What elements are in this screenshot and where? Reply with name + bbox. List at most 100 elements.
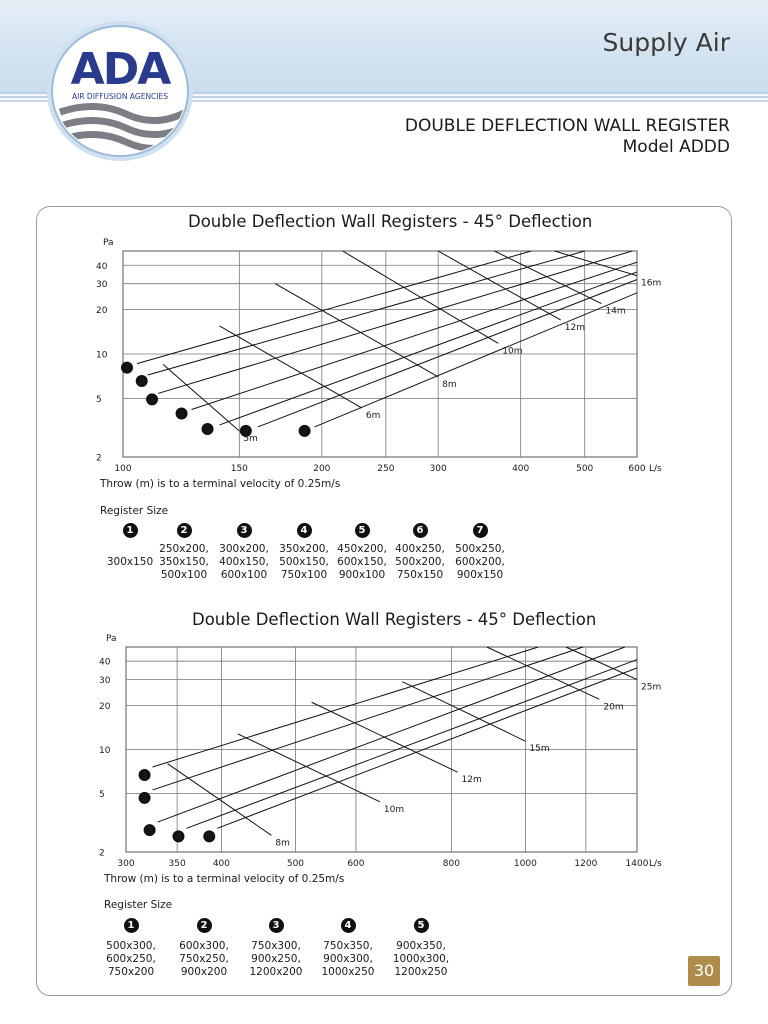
throw-line-20m bbox=[486, 646, 600, 700]
register-badge-7: 7 bbox=[472, 523, 488, 538]
series-marker-label: 7 bbox=[301, 427, 307, 437]
chart-2-title: Double Deflection Wall Registers - 45° D… bbox=[192, 610, 597, 629]
series-marker-label: 5 bbox=[204, 425, 210, 435]
throw-line-12m bbox=[437, 250, 562, 321]
logo-letters: ADA bbox=[71, 44, 172, 95]
series-line-6 bbox=[257, 279, 638, 428]
register-sizes-5: 450x200, 600x150, 900x100 bbox=[337, 543, 387, 581]
page-number: 30 bbox=[688, 956, 720, 986]
series-line-1 bbox=[136, 250, 532, 365]
series-marker-1 bbox=[138, 768, 151, 781]
throw-line-5m bbox=[162, 364, 240, 432]
series-marker-label: 1 bbox=[141, 771, 147, 781]
x-tick-label: 150 bbox=[231, 464, 248, 474]
throw-label: 15m bbox=[529, 744, 549, 754]
throw-label: 10m bbox=[502, 346, 522, 356]
series-line-1 bbox=[152, 646, 539, 768]
x-tick-label: 1400 bbox=[626, 859, 649, 869]
throw-line-10m bbox=[342, 250, 499, 344]
throw-label: 16m bbox=[641, 279, 661, 289]
series-marker-label: 5 bbox=[206, 832, 212, 842]
y-tick-label: 40 bbox=[96, 262, 108, 272]
throw-label: 5m bbox=[243, 434, 258, 444]
series-marker-7 bbox=[298, 424, 311, 437]
register-sizes-1: 500x300, 600x250, 750x200 bbox=[106, 940, 156, 978]
throw-label: 20m bbox=[603, 702, 623, 712]
series-line-4 bbox=[186, 659, 638, 829]
series-marker-2 bbox=[135, 375, 148, 388]
y-axis-label: Pa bbox=[103, 238, 114, 248]
throw-line-12m bbox=[311, 701, 458, 773]
product-heading: DOUBLE DEFLECTION WALL REGISTER Model AD… bbox=[405, 116, 730, 158]
x-tick-label: 600 bbox=[628, 464, 645, 474]
series-marker-3 bbox=[146, 393, 159, 406]
series-marker-4 bbox=[172, 830, 185, 843]
throw-line-8m bbox=[274, 283, 439, 378]
x-tick-label: 100 bbox=[114, 464, 131, 474]
x-tick-label: 500 bbox=[287, 859, 304, 869]
throw-line-16m bbox=[554, 250, 638, 277]
chart-2-note: Throw (m) is to a terminal velocity of 0… bbox=[104, 873, 345, 885]
register-sizes-2: 600x300, 750x250, 900x200 bbox=[179, 940, 229, 978]
throw-label: 12m bbox=[565, 323, 585, 333]
register-sizes-3: 750x300, 900x250, 1200x200 bbox=[249, 940, 303, 978]
series-line-3 bbox=[157, 250, 633, 394]
throw-label: 12m bbox=[462, 775, 482, 785]
x-unit-label: L/s bbox=[649, 859, 662, 869]
x-tick-label: 300 bbox=[117, 859, 134, 869]
register-sizes-5: 900x350, 1000x300, 1200x250 bbox=[392, 940, 450, 978]
chart-1-plot: 100 150 200 250 300 400 500 600 L/s 2 5 10 20 30 40 Pa 1… bbox=[96, 238, 662, 474]
series-marker-5 bbox=[203, 830, 216, 843]
series-marker-label: 2 bbox=[139, 377, 145, 387]
throw-line-25m bbox=[565, 646, 638, 680]
chart-1-title: Double Deflection Wall Registers - 45° D… bbox=[188, 212, 593, 231]
content-frame bbox=[36, 206, 732, 996]
section-title: Supply Air bbox=[602, 28, 730, 57]
throw-label: 8m bbox=[442, 380, 457, 390]
register-size-label-2: Register Size bbox=[104, 899, 173, 911]
y-tick-label: 2 bbox=[96, 454, 102, 464]
x-tick-label: 1000 bbox=[514, 859, 537, 869]
x-tick-label: 500 bbox=[576, 464, 593, 474]
series-marker-5 bbox=[201, 422, 214, 435]
series-line-2 bbox=[147, 250, 585, 376]
series-marker-label: 3 bbox=[149, 395, 155, 405]
register-sizes-6: 400x250, 500x200, 750x150 bbox=[395, 543, 445, 581]
ada-logo: ADA AIR DIFFUSION AGENCIES bbox=[46, 20, 194, 162]
y-tick-label: 20 bbox=[99, 702, 111, 712]
x-tick-label: 350 bbox=[169, 859, 186, 869]
logo-tagline: AIR DIFFUSION AGENCIES bbox=[72, 92, 168, 101]
series-line-2 bbox=[152, 646, 584, 791]
series-marker-label: 4 bbox=[175, 832, 181, 842]
series-line-5 bbox=[217, 667, 638, 829]
series-marker-label: 4 bbox=[178, 410, 184, 420]
series-marker-3 bbox=[143, 824, 156, 837]
x-tick-label: 300 bbox=[430, 464, 447, 474]
register-badge-3: 3 bbox=[268, 918, 284, 933]
y-tick-label: 5 bbox=[99, 790, 105, 800]
y-tick-label: 20 bbox=[96, 306, 108, 316]
series-marker-label: 2 bbox=[141, 794, 147, 804]
chart-1-note: Throw (m) is to a terminal velocity of 0… bbox=[100, 478, 341, 490]
throw-label: 8m bbox=[275, 838, 290, 848]
register-badge-4: 4 bbox=[296, 523, 312, 538]
throw-line-15m bbox=[402, 681, 526, 742]
throw-label: 25m bbox=[641, 683, 661, 693]
product-model: Model ADDD bbox=[622, 137, 730, 157]
y-tick-label: 5 bbox=[96, 395, 102, 405]
y-tick-label: 30 bbox=[99, 676, 111, 686]
series-line-5 bbox=[219, 271, 638, 426]
series-line-4 bbox=[191, 261, 638, 410]
series-line-7 bbox=[314, 292, 638, 428]
throw-label: 6m bbox=[366, 411, 381, 421]
throw-line-10m bbox=[237, 733, 381, 803]
chart-2-plot: 300 350 400 500 600 800 1000 1200 1400 L/s 2 5 10 20 3… bbox=[99, 634, 662, 869]
series-marker-2 bbox=[138, 791, 151, 804]
y-axis-label: Pa bbox=[106, 634, 117, 644]
register-sizes-2: 250x200, 350x150, 500x100 bbox=[159, 543, 209, 581]
register-sizes-4: 750x350, 900x300, 1000x250 bbox=[321, 940, 375, 978]
register-badge-1: 1 bbox=[123, 918, 139, 933]
series-marker-label: 1 bbox=[124, 364, 130, 374]
register-badge-2: 2 bbox=[176, 523, 192, 538]
